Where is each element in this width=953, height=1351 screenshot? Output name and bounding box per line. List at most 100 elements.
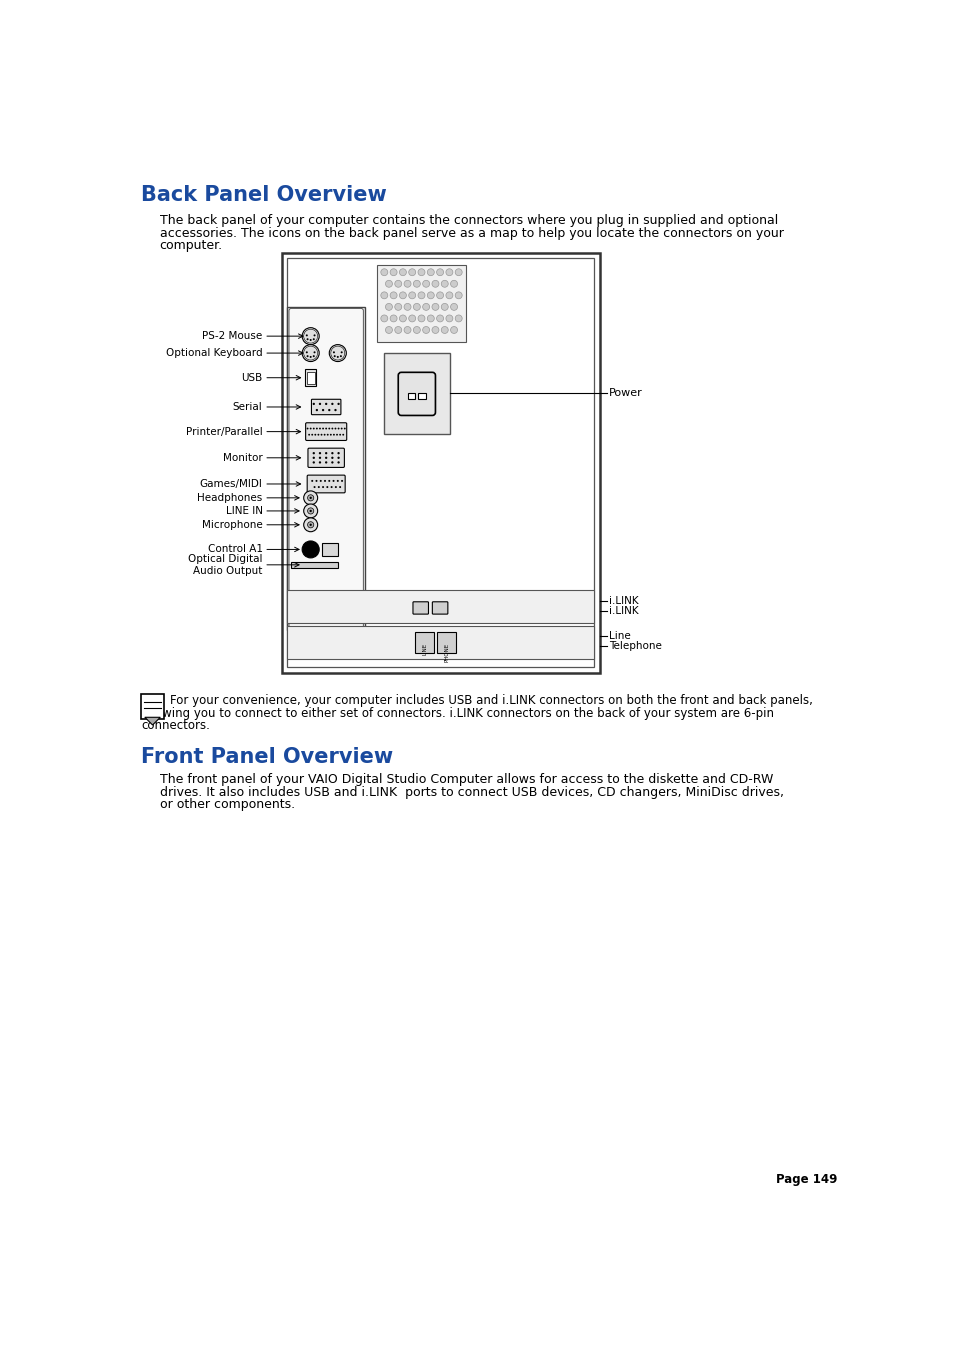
Circle shape bbox=[318, 461, 321, 463]
Text: accessories. The icons on the back panel serve as a map to help you locate the c: accessories. The icons on the back panel… bbox=[159, 227, 782, 239]
Circle shape bbox=[319, 480, 321, 482]
Circle shape bbox=[413, 304, 420, 311]
Text: Line: Line bbox=[608, 631, 630, 640]
Circle shape bbox=[395, 327, 401, 334]
Circle shape bbox=[313, 453, 314, 454]
Text: Front Panel Overview: Front Panel Overview bbox=[141, 747, 393, 766]
Circle shape bbox=[317, 434, 319, 435]
Bar bbox=[305, 369, 315, 386]
Circle shape bbox=[325, 453, 327, 454]
Circle shape bbox=[441, 304, 448, 311]
Text: USB: USB bbox=[241, 373, 262, 382]
Text: LINE: LINE bbox=[422, 643, 428, 655]
Circle shape bbox=[308, 434, 310, 435]
Circle shape bbox=[309, 509, 312, 512]
Circle shape bbox=[315, 409, 317, 411]
Circle shape bbox=[331, 403, 334, 405]
Circle shape bbox=[333, 434, 335, 435]
Circle shape bbox=[417, 292, 424, 299]
Circle shape bbox=[385, 327, 392, 334]
Text: computer.: computer. bbox=[159, 239, 222, 253]
Bar bbox=[384, 353, 450, 434]
Circle shape bbox=[314, 486, 315, 488]
Circle shape bbox=[337, 457, 339, 459]
Circle shape bbox=[306, 428, 308, 430]
Text: LINE IN: LINE IN bbox=[226, 505, 262, 516]
Circle shape bbox=[322, 486, 324, 488]
Circle shape bbox=[338, 486, 341, 488]
Circle shape bbox=[331, 453, 334, 454]
Text: For your convenience, your computer includes USB and i.LINK connectors on both t: For your convenience, your computer incl… bbox=[171, 694, 812, 707]
Circle shape bbox=[399, 292, 406, 299]
Circle shape bbox=[306, 355, 308, 357]
Bar bbox=[287, 258, 594, 667]
Circle shape bbox=[399, 269, 406, 276]
Text: Optional Keyboard: Optional Keyboard bbox=[166, 349, 262, 358]
Circle shape bbox=[455, 292, 461, 299]
Circle shape bbox=[325, 461, 327, 463]
Circle shape bbox=[302, 345, 319, 362]
Circle shape bbox=[320, 434, 322, 435]
Circle shape bbox=[417, 315, 424, 322]
Circle shape bbox=[313, 428, 314, 430]
Circle shape bbox=[318, 457, 321, 459]
Circle shape bbox=[385, 280, 392, 288]
Bar bbox=[415, 632, 434, 654]
Text: Serial: Serial bbox=[233, 403, 262, 412]
FancyBboxPatch shape bbox=[397, 373, 435, 416]
FancyBboxPatch shape bbox=[305, 423, 346, 440]
Circle shape bbox=[313, 457, 314, 459]
Text: Monitor: Monitor bbox=[223, 453, 262, 463]
Circle shape bbox=[306, 338, 308, 340]
Bar bbox=[418, 393, 426, 400]
Circle shape bbox=[326, 486, 328, 488]
FancyBboxPatch shape bbox=[308, 449, 344, 467]
Circle shape bbox=[417, 269, 424, 276]
Circle shape bbox=[331, 486, 333, 488]
Circle shape bbox=[339, 355, 341, 357]
Circle shape bbox=[339, 434, 341, 435]
Circle shape bbox=[328, 409, 330, 411]
Bar bbox=[287, 590, 594, 623]
Circle shape bbox=[450, 327, 457, 334]
Circle shape bbox=[385, 304, 392, 311]
Text: connectors.: connectors. bbox=[141, 719, 210, 732]
Circle shape bbox=[333, 480, 335, 482]
Circle shape bbox=[450, 304, 457, 311]
Text: i.LINK: i.LINK bbox=[608, 596, 638, 607]
Text: Power: Power bbox=[608, 388, 642, 399]
Circle shape bbox=[422, 327, 429, 334]
Circle shape bbox=[303, 504, 317, 517]
Circle shape bbox=[325, 428, 327, 430]
Text: Games/MIDI: Games/MIDI bbox=[199, 480, 262, 489]
Circle shape bbox=[323, 434, 325, 435]
Circle shape bbox=[413, 280, 420, 288]
Circle shape bbox=[335, 486, 336, 488]
Circle shape bbox=[390, 269, 396, 276]
Circle shape bbox=[327, 434, 329, 435]
Circle shape bbox=[322, 428, 324, 430]
Circle shape bbox=[307, 494, 314, 501]
Circle shape bbox=[422, 280, 429, 288]
Circle shape bbox=[432, 280, 438, 288]
Circle shape bbox=[336, 480, 338, 482]
FancyBboxPatch shape bbox=[311, 400, 340, 415]
Circle shape bbox=[337, 453, 339, 454]
Circle shape bbox=[455, 315, 461, 322]
Circle shape bbox=[318, 453, 321, 454]
Circle shape bbox=[325, 403, 327, 405]
Circle shape bbox=[328, 428, 330, 430]
Circle shape bbox=[331, 457, 334, 459]
Circle shape bbox=[343, 428, 345, 430]
Circle shape bbox=[321, 409, 324, 411]
Circle shape bbox=[399, 315, 406, 322]
Circle shape bbox=[432, 327, 438, 334]
Circle shape bbox=[329, 345, 346, 362]
Circle shape bbox=[436, 292, 443, 299]
Circle shape bbox=[317, 486, 319, 488]
Circle shape bbox=[441, 327, 448, 334]
Bar bbox=[291, 562, 337, 567]
Circle shape bbox=[328, 480, 330, 482]
Bar bbox=[287, 627, 594, 659]
Circle shape bbox=[314, 334, 315, 336]
